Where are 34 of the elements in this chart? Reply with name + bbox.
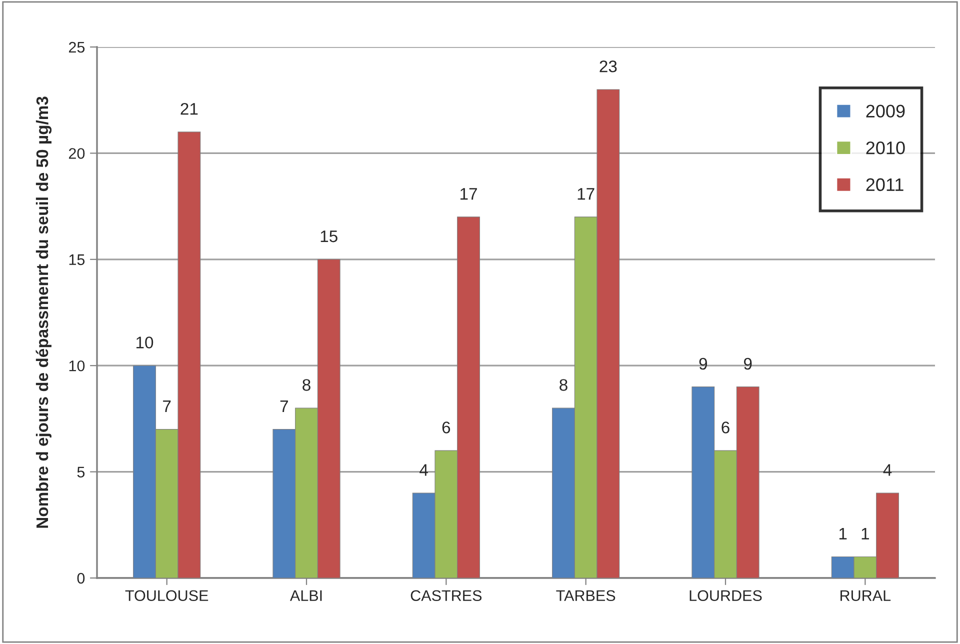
data-label: 17 — [460, 188, 477, 200]
y-tick-label: 15 — [69, 254, 85, 266]
data-label: 8 — [560, 379, 568, 391]
legend-label: 2009 — [866, 104, 905, 118]
data-label: 21 — [180, 102, 198, 115]
data-label: 10 — [136, 336, 154, 348]
legend-label: 2011 — [866, 178, 904, 192]
x-tick-label: CASTRES — [410, 590, 482, 602]
x-tick-label: TOULOUSE — [125, 590, 208, 602]
x-tick-label: TARBES — [556, 590, 616, 602]
data-label: 15 — [320, 230, 338, 242]
y-axis-title: Nombre d ejours de dépassmenrt du seuil de 50 µg/m3 — [36, 96, 52, 528]
data-label: 9 — [699, 358, 707, 370]
x-tick-label: ALBI — [290, 590, 322, 601]
data-label: 23 — [600, 60, 617, 72]
data-label: 4 — [883, 464, 892, 476]
data-label: 7 — [280, 400, 288, 412]
data-label: 4 — [420, 464, 428, 476]
legend-label: 2010 — [866, 142, 905, 154]
y-tick-label: 5 — [77, 466, 85, 478]
data-label: 8 — [302, 379, 310, 391]
data-label: 17 — [578, 188, 594, 200]
data-label: 6 — [722, 422, 730, 434]
y-tick-label: 20 — [68, 148, 85, 159]
data-label: 9 — [744, 358, 752, 370]
data-label: 1 — [839, 528, 847, 540]
x-tick-label: LOURDES — [690, 590, 762, 602]
data-label: 7 — [163, 400, 171, 412]
data-label: 6 — [442, 422, 450, 434]
data-label: 1 — [862, 528, 869, 540]
y-tick-label: 25 — [68, 42, 85, 53]
y-tick-label: 0 — [77, 572, 85, 584]
y-tick-label: 10 — [69, 360, 85, 372]
x-tick-label: RURAL — [840, 590, 891, 602]
